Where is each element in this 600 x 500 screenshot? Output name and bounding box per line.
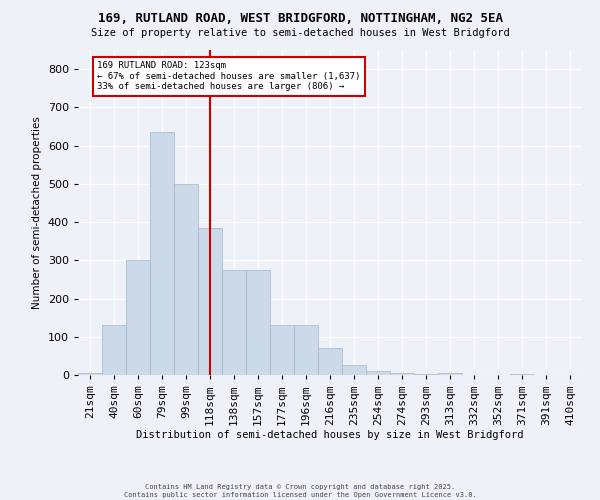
Text: 169, RUTLAND ROAD, WEST BRIDGFORD, NOTTINGHAM, NG2 5EA: 169, RUTLAND ROAD, WEST BRIDGFORD, NOTTI…: [97, 12, 503, 26]
Bar: [174, 184, 198, 375]
Bar: [246, 270, 270, 375]
Bar: [198, 228, 222, 375]
Bar: [126, 260, 150, 375]
Bar: [510, 374, 534, 375]
Text: 169 RUTLAND ROAD: 123sqm
← 67% of semi-detached houses are smaller (1,637)
33% o: 169 RUTLAND ROAD: 123sqm ← 67% of semi-d…: [97, 62, 361, 92]
Text: Contains HM Land Registry data © Crown copyright and database right 2025.
Contai: Contains HM Land Registry data © Crown c…: [124, 484, 476, 498]
Text: Size of property relative to semi-detached houses in West Bridgford: Size of property relative to semi-detach…: [91, 28, 509, 38]
Bar: [414, 374, 438, 375]
X-axis label: Distribution of semi-detached houses by size in West Bridgford: Distribution of semi-detached houses by …: [136, 430, 524, 440]
Bar: [318, 348, 342, 375]
Bar: [270, 326, 294, 375]
Bar: [342, 366, 366, 375]
Bar: [390, 373, 414, 375]
Bar: [150, 132, 174, 375]
Bar: [366, 371, 390, 375]
Bar: [294, 326, 318, 375]
Y-axis label: Number of semi-detached properties: Number of semi-detached properties: [32, 116, 42, 309]
Bar: [438, 373, 462, 375]
Bar: [78, 373, 102, 375]
Bar: [222, 270, 246, 375]
Bar: [102, 326, 126, 375]
